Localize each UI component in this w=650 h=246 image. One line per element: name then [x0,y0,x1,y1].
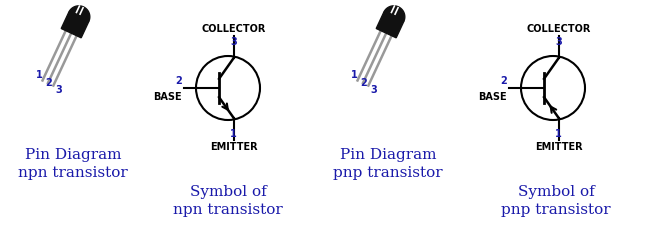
Text: Pin Diagram
npn transistor: Pin Diagram npn transistor [18,148,128,180]
Text: Symbol of
pnp transistor: Symbol of pnp transistor [501,185,611,217]
Text: Symbol of
npn transistor: Symbol of npn transistor [173,185,283,217]
Text: 1: 1 [230,129,237,139]
Text: EMITTER: EMITTER [210,142,257,152]
Text: 3: 3 [230,37,237,47]
Polygon shape [376,12,404,38]
Text: COLLECTOR: COLLECTOR [526,24,591,34]
Text: BASE: BASE [153,92,182,102]
Text: 1: 1 [36,70,42,80]
Text: 3: 3 [555,37,562,47]
Text: 2: 2 [500,76,507,86]
Text: Pin Diagram
pnp transistor: Pin Diagram pnp transistor [333,148,443,180]
Text: 3: 3 [55,85,62,94]
Polygon shape [61,12,89,38]
Polygon shape [69,6,90,21]
Text: COLLECTOR: COLLECTOR [202,24,266,34]
Text: 1: 1 [350,70,358,80]
Text: EMITTER: EMITTER [535,142,582,152]
Text: 2: 2 [45,78,52,88]
Text: BASE: BASE [478,92,507,102]
Text: 2: 2 [176,76,182,86]
Text: 1: 1 [555,129,562,139]
Text: 3: 3 [370,85,377,94]
Polygon shape [384,6,405,21]
Text: 2: 2 [360,78,367,88]
